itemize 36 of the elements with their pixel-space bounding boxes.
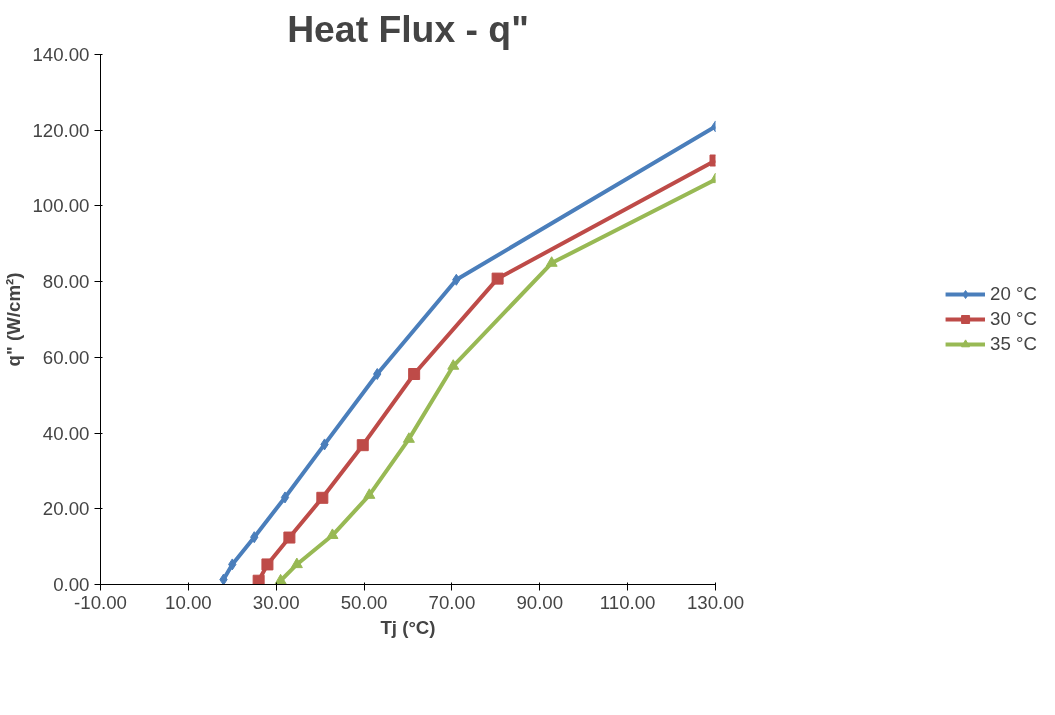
x-tick-label: 130.00 bbox=[686, 591, 745, 613]
point bbox=[252, 574, 265, 585]
point bbox=[402, 432, 415, 443]
point bbox=[316, 491, 329, 504]
legend-label: 20 °C bbox=[990, 283, 1037, 305]
x-tick-label: 70.00 bbox=[428, 591, 476, 613]
point bbox=[280, 491, 290, 504]
point bbox=[363, 488, 376, 499]
y-tick-label: 120.00 bbox=[32, 119, 90, 141]
x-tick-label: 30.00 bbox=[252, 591, 300, 613]
point bbox=[491, 272, 504, 285]
legend-label: 30 °C bbox=[990, 308, 1037, 330]
point bbox=[274, 573, 287, 585]
x-tick-label: 50.00 bbox=[340, 591, 388, 613]
x-tick-label: 10.00 bbox=[165, 591, 212, 613]
y-tick-label: 80.00 bbox=[42, 271, 90, 293]
point bbox=[408, 368, 421, 381]
point bbox=[356, 439, 369, 452]
y-tick-label: 60.00 bbox=[42, 346, 90, 368]
chart-title: Heat Flux - q" bbox=[287, 7, 529, 50]
y-tick-label: 20.00 bbox=[42, 498, 90, 520]
point bbox=[326, 528, 339, 539]
point bbox=[290, 557, 303, 569]
x-tick-label: 110.00 bbox=[599, 591, 656, 613]
y-tick-label: 40.00 bbox=[42, 422, 90, 444]
point bbox=[447, 359, 460, 370]
legend-label: 35 °C bbox=[990, 333, 1037, 355]
x-tick-label: 90.00 bbox=[516, 591, 564, 613]
point bbox=[283, 531, 296, 544]
y-tick-label: 100.00 bbox=[32, 195, 90, 217]
x-axis-title: Tj (°C) bbox=[380, 616, 436, 638]
y-tick-label: 140.00 bbox=[32, 44, 90, 65]
point bbox=[219, 573, 228, 585]
y-axis-title: q" (W/cm²) bbox=[3, 272, 25, 367]
point bbox=[545, 256, 558, 267]
point bbox=[261, 558, 274, 571]
